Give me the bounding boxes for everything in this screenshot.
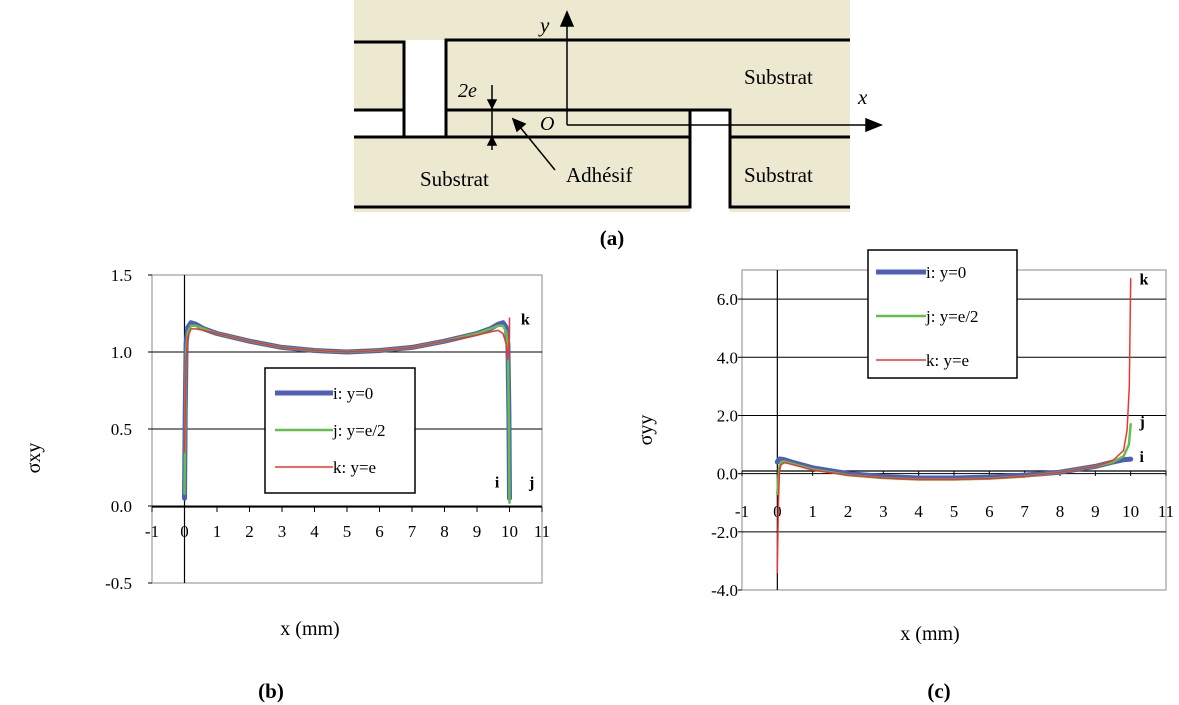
thickness-label: 2e <box>458 80 477 102</box>
x-axis-arrowhead <box>865 117 884 133</box>
sigma-yy-chart: -4.0 -2.0 0.0 2.0 4.0 6.0 -1 0 1 2 3 4 5 6 7 8 9 10 11 k j… <box>635 249 1174 645</box>
x-tick-label: 2 <box>844 502 853 521</box>
lower-right-substrate-outline <box>728 135 850 209</box>
x-axis-title: x (mm) <box>900 623 959 645</box>
x-axis-label: x <box>857 85 868 109</box>
x-axis: -1 0 1 2 3 4 5 6 7 8 9 10 11 <box>145 506 550 541</box>
x-tick-label: 8 <box>440 522 449 541</box>
x-tick-label: 6 <box>985 502 994 521</box>
x-tick-label: 3 <box>278 522 287 541</box>
y-axis-title: σxy <box>23 443 45 474</box>
x-tick-label: 11 <box>1158 502 1174 521</box>
legend-label-i: i: y=0 <box>333 384 373 403</box>
y-axis-title: σyy <box>635 415 657 446</box>
y-axis: -4.0 -2.0 0.0 2.0 4.0 6.0 <box>711 270 778 600</box>
series-end-label-k: k <box>1140 272 1149 289</box>
series-end-label-j: j <box>528 475 534 492</box>
y-tick-label: 1.0 <box>111 343 132 362</box>
x-tick-label: -1 <box>735 502 749 521</box>
series-group <box>182 317 512 505</box>
thickness-arrow-bottom <box>486 135 498 146</box>
x-tick-label: 0 <box>180 522 189 541</box>
x-tick-label: 10 <box>1122 502 1139 521</box>
x-axis-title: x (mm) <box>280 618 339 640</box>
adhesive-pointer-head <box>511 117 527 133</box>
upper-substrate-bottom <box>446 108 732 137</box>
series-end-label-i: i <box>1140 449 1145 466</box>
series-line-k <box>183 317 511 453</box>
left-upper-substrate-edge <box>354 40 406 137</box>
caption-a: (a) <box>600 226 625 250</box>
x-tick-label: 5 <box>950 502 959 521</box>
substrate-label-bottom-right: Substrat <box>744 163 813 187</box>
gap-center <box>404 40 446 137</box>
upper-substrate-edge <box>444 38 850 137</box>
y-axis-label: y <box>538 13 550 37</box>
x-tick-label: 7 <box>1020 502 1029 521</box>
series-group <box>774 277 1134 574</box>
y-tick-label: -0.5 <box>105 574 132 593</box>
x-tick-label: 4 <box>914 502 923 521</box>
x-tick-label: 1 <box>808 502 817 521</box>
y-tick-label: 4.0 <box>717 348 738 367</box>
caption-b: (b) <box>258 679 284 703</box>
legend-label-j: j: y=e/2 <box>925 307 979 326</box>
adhesive-label: Adhésif <box>566 163 633 187</box>
y-tick-label: 1.5 <box>111 266 132 285</box>
series-end-label-j: j <box>1139 414 1145 431</box>
legend-label-j: j: y=e/2 <box>332 421 386 440</box>
x-tick-label: 0 <box>773 502 782 521</box>
origin-label: O <box>540 113 554 135</box>
x-tick-label: -1 <box>145 522 159 541</box>
x-tick-label: 6 <box>375 522 384 541</box>
legend-label-k: k: y=e <box>926 351 969 370</box>
x-tick-label: 10 <box>501 522 518 541</box>
x-tick-label: 4 <box>310 522 319 541</box>
adhesive-pointer-line <box>519 126 556 171</box>
y-tick-label: -4.0 <box>711 581 738 600</box>
joint-diagram: Substrat Substrat Substrat Adhésif 2e O … <box>354 0 884 212</box>
thickness-arrow-top <box>486 99 498 110</box>
gap-right <box>690 110 730 212</box>
x-tick-label: 5 <box>343 522 352 541</box>
sigma-xy-chart: -0.5 0.0 0.5 1.0 1.5 -1 0 1 2 3 4 5 6 7 8 9 10 11 k i j i:… <box>23 266 550 640</box>
x-tick-label: 3 <box>879 502 888 521</box>
y-tick-label: 0.0 <box>111 497 132 516</box>
x-tick-label: 9 <box>1091 502 1100 521</box>
y-tick-label: 6.0 <box>717 290 738 309</box>
x-tick-label: 2 <box>245 522 254 541</box>
series-line-k <box>776 277 1132 574</box>
legend-label-i: i: y=0 <box>926 263 966 282</box>
x-tick-label: 8 <box>1056 502 1065 521</box>
lower-left-substrate-outline <box>354 135 692 209</box>
x-tick-label: 9 <box>473 522 482 541</box>
y-tick-label: -2.0 <box>711 523 738 542</box>
end-labels: k i j <box>495 311 534 491</box>
x-axis: -1 0 1 2 3 4 5 6 7 8 9 10 11 <box>735 470 1174 521</box>
y-axis-arrowhead <box>559 10 575 27</box>
x-tick-label: 1 <box>213 522 222 541</box>
y-tick-label: 0.0 <box>717 465 738 484</box>
caption-c: (c) <box>927 679 950 703</box>
diagram-axes <box>486 10 884 171</box>
series-end-label-i: i <box>495 475 500 492</box>
x-tick-label: 7 <box>408 522 417 541</box>
substrate-label-bottom-left: Substrat <box>420 167 489 191</box>
series-line-j <box>776 422 1132 496</box>
series-end-label-k: k <box>521 311 530 328</box>
adhesive-layer <box>446 110 690 137</box>
diagram-outlines <box>354 38 850 209</box>
y-tick-label: 2.0 <box>717 406 738 425</box>
end-labels: k j i <box>1139 272 1149 466</box>
legend: i: y=0 j: y=e/2 k: y=e <box>876 263 979 370</box>
legend: i: y=0 j: y=e/2 k: y=e <box>275 384 386 477</box>
y-tick-label: 0.5 <box>111 420 132 439</box>
legend-label-k: k: y=e <box>333 458 376 477</box>
substrate-label-top: Substrat <box>744 65 813 89</box>
x-tick-label: 11 <box>534 522 550 541</box>
